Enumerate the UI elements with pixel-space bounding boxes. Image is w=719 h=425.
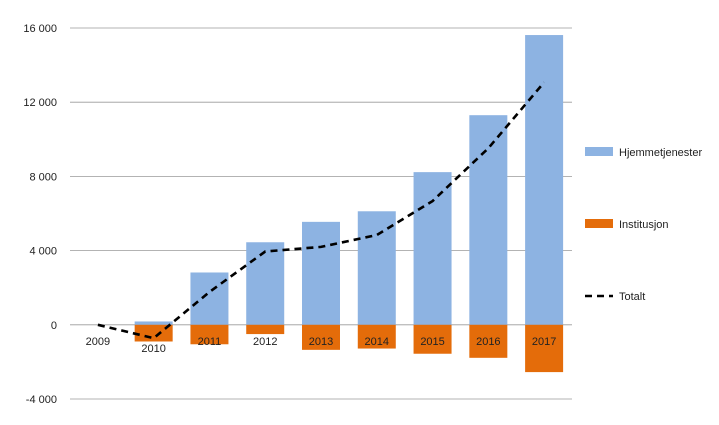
bar-hjemmetjenester-2016 bbox=[469, 115, 508, 325]
bar-hjemmetjenester-2017 bbox=[525, 35, 564, 325]
x-tick-label: 2010 bbox=[141, 343, 165, 355]
bar-institusjon-2010 bbox=[134, 324, 173, 342]
line-series-totalt bbox=[97, 81, 546, 340]
bar-hjemmetjenester-2014 bbox=[357, 211, 396, 325]
bar-institusjon-2014 bbox=[357, 324, 396, 349]
legend-swatch-hjemmetjenester bbox=[585, 147, 613, 156]
bar-institusjon-2016 bbox=[469, 324, 508, 358]
legend-label-institusjon: Institusjon bbox=[619, 219, 669, 231]
legend-label-totalt: Totalt bbox=[619, 291, 645, 303]
bar-institusjon-2012 bbox=[246, 324, 285, 335]
legend-swatch-institusjon bbox=[585, 219, 613, 228]
bar-institusjon-2013 bbox=[302, 324, 340, 350]
bar-institusjon-2015 bbox=[413, 324, 452, 354]
x-tick-label: 2016 bbox=[476, 336, 500, 348]
bar-hjemmetjenester-2010 bbox=[134, 321, 173, 325]
totalt-line bbox=[97, 81, 546, 340]
bar-institusjon-2011 bbox=[190, 324, 229, 345]
bar-hjemmetjenester-2012 bbox=[246, 242, 285, 325]
bar-institusjon-2017 bbox=[525, 324, 564, 373]
x-tick-label: 2009 bbox=[86, 336, 110, 348]
x-tick-label: 2013 bbox=[309, 336, 333, 348]
x-axis-labels: 2009 2010 2011 2012 2013 2014 2015 2016 2017 bbox=[86, 336, 557, 355]
bar-hjemmetjenester-2011 bbox=[190, 272, 229, 325]
y-tick-label: 8 000 bbox=[29, 171, 57, 183]
legend-label-hjemmetjenester: Hjemmetjenester bbox=[619, 147, 702, 159]
y-tick-label: 0 bbox=[51, 320, 57, 332]
x-tick-label: 2017 bbox=[532, 336, 556, 348]
bars bbox=[134, 35, 564, 373]
bar-hjemmetjenester-2013 bbox=[302, 221, 340, 325]
x-tick-label: 2015 bbox=[420, 336, 444, 348]
y-axis-ticks: -4 000 0 4 000 8 000 12 000 16 000 bbox=[23, 23, 57, 406]
x-tick-label: 2011 bbox=[198, 336, 222, 348]
y-tick-label: 12 000 bbox=[23, 97, 57, 109]
bar-hjemmetjenester-2015 bbox=[413, 172, 452, 325]
legend: Hjemmetjenester Institusjon Totalt bbox=[585, 147, 702, 303]
x-tick-label: 2012 bbox=[253, 336, 277, 348]
y-tick-label: -4 000 bbox=[26, 394, 57, 406]
x-tick-label: 2014 bbox=[365, 336, 389, 348]
y-tick-label: 4 000 bbox=[29, 246, 57, 258]
y-tick-label: 16 000 bbox=[23, 23, 57, 35]
